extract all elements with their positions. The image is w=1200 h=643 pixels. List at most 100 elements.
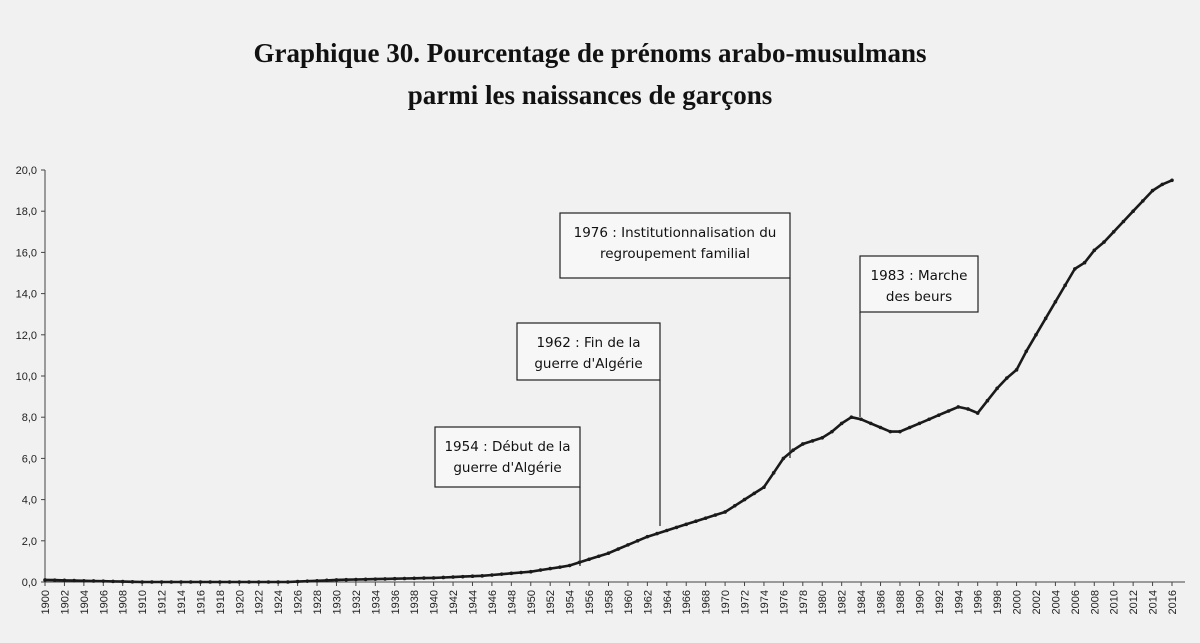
- data-point: [742, 497, 747, 502]
- x-tick-label: 1994: [953, 590, 965, 614]
- x-tick-label: 2006: [1070, 590, 1082, 614]
- x-tick-label: 1942: [448, 590, 460, 614]
- x-tick-label: 1968: [701, 590, 713, 614]
- data-point: [713, 513, 718, 517]
- data-point: [849, 415, 854, 420]
- x-tick-label: 1984: [856, 590, 868, 614]
- data-point: [1160, 182, 1165, 187]
- x-tick-label: 2002: [1031, 590, 1043, 614]
- data-point: [1150, 188, 1155, 193]
- data-point: [966, 407, 970, 411]
- x-tick-label: 1928: [312, 590, 324, 614]
- x-tick-label: 1920: [234, 590, 246, 614]
- data-point: [101, 579, 106, 583]
- data-point: [1063, 283, 1067, 288]
- data-point: [218, 580, 222, 584]
- x-tick-label: 2010: [1109, 590, 1121, 614]
- y-tick-label: 14,0: [16, 289, 37, 301]
- data-point: [305, 579, 310, 583]
- data-point: [1092, 248, 1097, 253]
- data-point: [179, 580, 183, 584]
- x-tick-label: 2008: [1089, 590, 1101, 614]
- data-point: [480, 574, 484, 578]
- data-point: [402, 576, 407, 581]
- data-point: [655, 531, 659, 536]
- data-point: [927, 417, 931, 422]
- data-point: [72, 578, 76, 583]
- x-tick-label: 1910: [137, 590, 149, 614]
- data-point: [538, 568, 543, 572]
- x-tick-label: 1934: [370, 590, 382, 614]
- annotation-text: regroupement familial: [600, 246, 750, 262]
- x-tick-label: 1924: [273, 590, 285, 614]
- data-point: [898, 429, 902, 434]
- data-point: [723, 510, 727, 514]
- x-tick-label: 1972: [740, 590, 752, 614]
- data-point: [791, 448, 795, 452]
- data-point: [995, 386, 999, 391]
- data-point: [363, 577, 368, 582]
- data-point: [752, 491, 757, 496]
- data-point: [820, 436, 825, 440]
- x-tick-label: 1900: [40, 590, 52, 614]
- data-point: [664, 528, 669, 533]
- chart-title: Graphique 30. Pourcentage de prénoms ara…: [253, 38, 926, 68]
- x-tick-label: 1978: [798, 590, 810, 614]
- x-tick-label: 1902: [59, 590, 71, 614]
- data-point: [703, 516, 708, 520]
- x-tick-label: 1976: [778, 590, 790, 614]
- data-point: [159, 580, 164, 584]
- data-point: [596, 554, 601, 559]
- data-point: [1053, 300, 1058, 304]
- y-tick-label: 4,0: [22, 495, 37, 507]
- data-point: [626, 543, 630, 547]
- data-point: [1073, 267, 1077, 271]
- data-point: [276, 580, 280, 584]
- x-tick-label: 1986: [876, 590, 888, 614]
- data-point: [247, 580, 251, 584]
- data-point: [635, 539, 640, 543]
- data-point: [839, 421, 844, 426]
- annotation-text: 1983 : Marche: [871, 268, 968, 284]
- annotation-box: [559, 212, 791, 279]
- data-point: [684, 522, 689, 527]
- data-point: [801, 442, 805, 446]
- data-point: [1005, 376, 1009, 380]
- data-point: [917, 421, 922, 426]
- data-point: [1014, 368, 1019, 372]
- data-point: [111, 579, 115, 584]
- data-point: [383, 577, 387, 581]
- data-point: [733, 503, 737, 508]
- data-point: [441, 575, 446, 580]
- x-tick-label: 1982: [837, 590, 849, 614]
- annotation-text: 1954 : Début de la: [444, 439, 570, 455]
- data-point: [266, 580, 271, 584]
- data-point: [315, 578, 319, 583]
- x-tick-label: 1998: [992, 590, 1004, 614]
- data-point: [937, 413, 941, 417]
- data-point: [227, 580, 232, 584]
- data-point: [460, 574, 465, 579]
- x-tick-label: 1952: [545, 590, 557, 614]
- data-point: [1043, 316, 1048, 321]
- x-tick-label: 1954: [565, 590, 577, 614]
- data-point: [354, 577, 358, 582]
- x-tick-label: 1906: [98, 590, 110, 614]
- x-tick-label: 1918: [215, 590, 227, 614]
- data-point: [771, 471, 776, 475]
- data-point: [1034, 333, 1038, 337]
- data-point: [120, 579, 125, 584]
- data-point: [52, 578, 57, 582]
- data-point: [286, 580, 290, 584]
- annotation-text: 1976 : Institutionnalisation du: [574, 225, 777, 241]
- data-point: [869, 421, 873, 426]
- data-point: [198, 580, 203, 584]
- data-point: [344, 577, 348, 582]
- data-point: [985, 398, 990, 403]
- data-point: [956, 405, 961, 409]
- data-point: [645, 534, 650, 539]
- data-point: [373, 577, 378, 581]
- x-tick-label: 1914: [176, 590, 188, 614]
